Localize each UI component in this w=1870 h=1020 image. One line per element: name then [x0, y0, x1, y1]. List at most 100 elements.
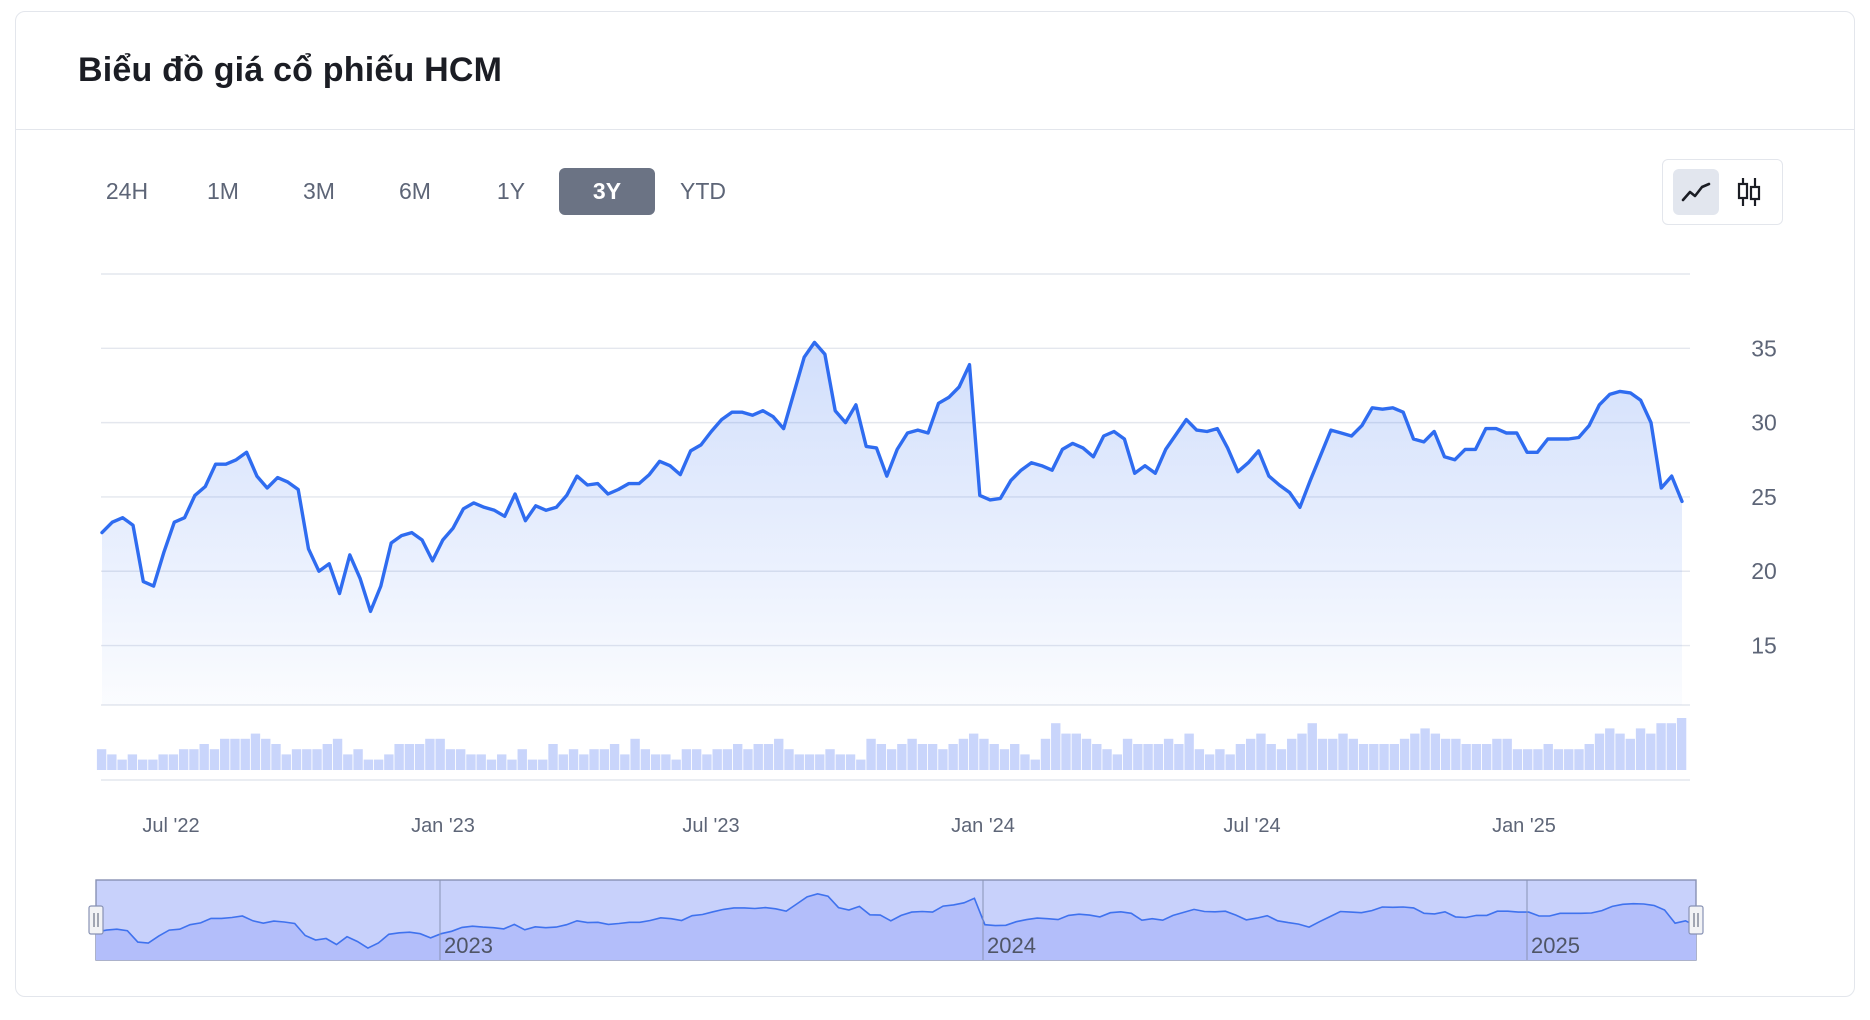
volume-bar	[794, 754, 804, 770]
volume-bar	[497, 754, 507, 770]
navigator-line	[95, 892, 1697, 950]
volume-bar	[1287, 738, 1297, 770]
range-tab-ytd[interactable]: YTD	[680, 178, 726, 204]
volume-bar	[363, 759, 374, 770]
volume-bar	[158, 754, 168, 770]
volume-bar	[312, 749, 322, 770]
volume-bar	[117, 759, 127, 770]
volume-bar	[343, 754, 353, 770]
volume-bar	[1451, 738, 1461, 770]
volume-bar	[1143, 744, 1153, 770]
volume-bar	[866, 738, 876, 770]
volume-bar	[815, 754, 825, 770]
x-tick-label: Jul '23	[682, 815, 739, 837]
range-tab-1m[interactable]: 1M	[207, 178, 239, 204]
volume-bar	[1666, 723, 1677, 770]
navigator-year-label: 2025	[1531, 933, 1580, 958]
navigator-year-label: 2024	[987, 933, 1036, 958]
volume-bar	[220, 738, 230, 770]
volume-bar	[1605, 728, 1615, 770]
volume-bar	[1379, 744, 1389, 770]
volume-bar	[1133, 744, 1143, 770]
volume-bar	[589, 749, 599, 770]
volume-bar	[1030, 759, 1040, 770]
volume-bar	[1307, 723, 1317, 770]
line-chart-icon	[1681, 182, 1711, 202]
line-chart-button[interactable]	[1672, 169, 1719, 215]
volume-bar	[671, 759, 681, 770]
y-tick-label: 25	[1751, 484, 1777, 510]
price-series-line	[100, 340, 1684, 614]
candlestick-chart-button[interactable]	[1726, 169, 1772, 215]
volume-bar	[620, 754, 630, 770]
volume-bar	[353, 749, 363, 770]
volume-bar	[1174, 744, 1184, 770]
volume-bar	[1574, 749, 1584, 770]
volume-bar	[1461, 744, 1471, 770]
volume-bar	[209, 749, 220, 770]
volume-bar	[517, 749, 527, 770]
range-tab-6m[interactable]: 6M	[399, 178, 431, 204]
range-tab-24h[interactable]: 24H	[105, 178, 149, 204]
volume-bar	[661, 754, 671, 770]
volume-bar	[1440, 738, 1451, 770]
volume-bar	[394, 744, 404, 770]
x-tick-label: Jan '25	[1492, 815, 1556, 837]
volume-bar	[455, 749, 466, 770]
volume-bar	[1225, 754, 1235, 770]
volume-bar	[999, 749, 1010, 770]
volume-bar	[804, 754, 815, 770]
volume-bar	[691, 749, 702, 770]
volume-bar	[1235, 744, 1246, 770]
volume-bar	[1276, 749, 1287, 770]
volume-bar	[1410, 733, 1420, 770]
volume-bar	[1061, 733, 1071, 770]
volume-bar	[1635, 728, 1646, 770]
volume-bar	[1184, 733, 1194, 770]
volume-bar	[630, 738, 640, 770]
volume-bar	[1369, 744, 1379, 770]
volume-bar	[1615, 733, 1625, 770]
range-tab-1y[interactable]: 1Y	[496, 178, 526, 204]
volume-bar	[979, 738, 989, 770]
navigator-left-handle[interactable]	[88, 905, 104, 935]
volume-bar	[917, 744, 928, 770]
volume-bar	[989, 744, 999, 770]
range-tab-3m[interactable]: 3M	[303, 178, 335, 204]
volume-bar	[1676, 718, 1687, 770]
volume-bar	[476, 754, 486, 770]
volume-bar	[1523, 749, 1533, 770]
volume-bar	[332, 738, 343, 770]
volume-bar	[466, 754, 476, 770]
volume-bar	[609, 744, 620, 770]
volume-bar	[1533, 749, 1543, 770]
volume-bar	[1543, 744, 1553, 770]
volume-bar	[384, 754, 394, 770]
range-tab-3y[interactable]: 3Y	[559, 168, 655, 215]
volume-bar	[1317, 738, 1328, 770]
volume-bar	[558, 754, 568, 770]
volume-bar	[568, 749, 579, 770]
volume-bar	[825, 749, 835, 770]
navigator-right-handle[interactable]	[1688, 905, 1704, 935]
volume-bar	[1297, 733, 1307, 770]
volume-bar	[1399, 738, 1410, 770]
time-range-tabs: 24H 1M 3M 6M 1Y 3Y YTD	[79, 168, 751, 215]
volume-bar	[1338, 733, 1348, 770]
volume-bar	[1153, 744, 1164, 770]
volume-bar	[261, 738, 271, 770]
volume-bar	[1266, 744, 1276, 770]
volume-bar	[168, 754, 179, 770]
volume-bar	[886, 749, 897, 770]
volume-bar	[1420, 728, 1430, 770]
chart-type-toggle	[1662, 159, 1783, 225]
volume-bar	[1020, 754, 1030, 770]
volume-bar	[599, 749, 610, 770]
volume-bar	[856, 759, 866, 770]
volume-bar	[1256, 733, 1266, 770]
volume-bar	[1040, 738, 1051, 770]
volume-bar	[271, 744, 281, 770]
volume-bar	[127, 754, 138, 770]
page-title: Biểu đồ giá cổ phiếu HCM	[78, 51, 503, 89]
